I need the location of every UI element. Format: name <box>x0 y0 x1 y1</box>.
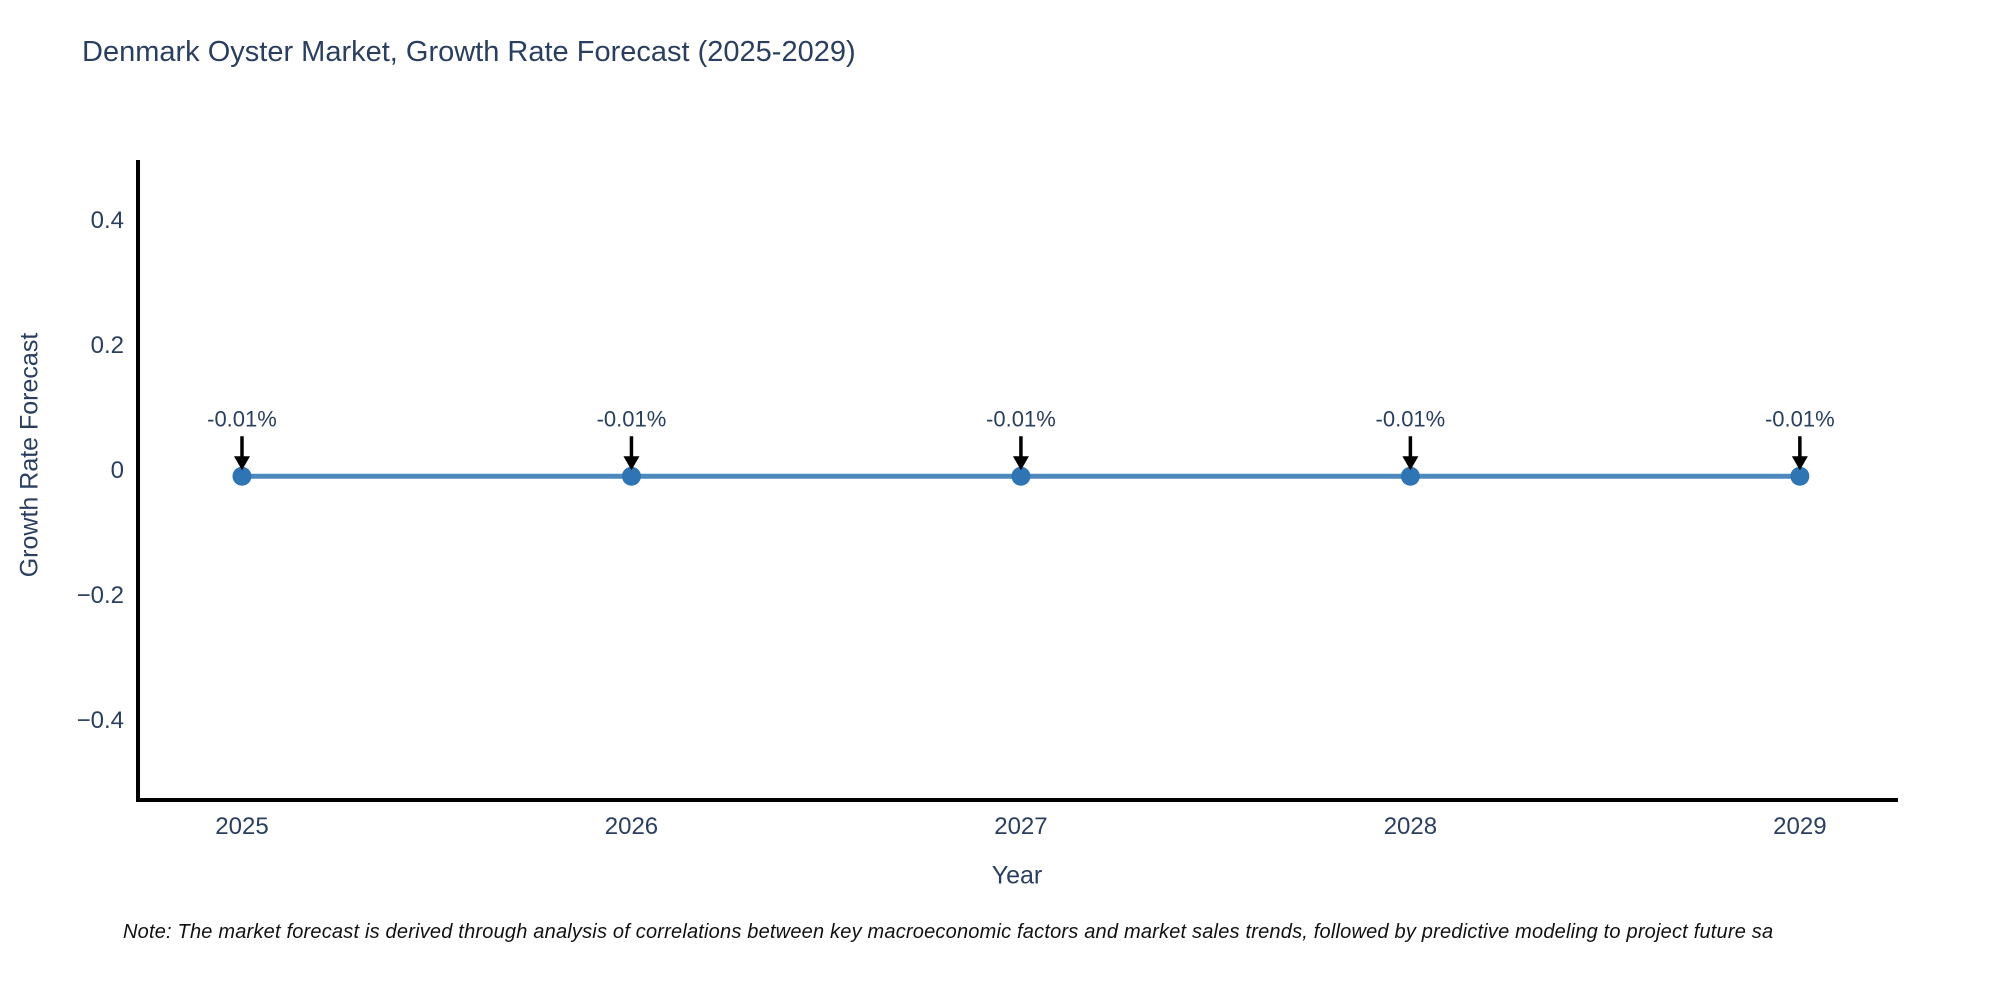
annotation-label: -0.01% <box>986 406 1056 431</box>
x-axis-title: Year <box>991 861 1043 890</box>
annotation-label: -0.01% <box>1765 406 1835 431</box>
chart-title: Denmark Oyster Market, Growth Rate Forec… <box>82 36 856 68</box>
annotation-label: -0.01% <box>207 406 277 431</box>
annotation-arrow-head <box>1012 456 1029 471</box>
y-tick-label: 0.2 <box>91 332 124 359</box>
annotation-arrow-head <box>1791 456 1808 471</box>
annotation-label: -0.01% <box>597 406 667 431</box>
footnote: Note: The market forecast is derived thr… <box>123 921 1774 943</box>
x-tick-label: 2029 <box>1773 813 1826 840</box>
y-tick-label: 0 <box>111 457 124 484</box>
y-tick-label: 0.4 <box>91 207 124 234</box>
x-tick-label: 2027 <box>994 813 1047 840</box>
data-point-marker <box>232 466 252 486</box>
y-tick-label: −0.4 <box>77 707 124 734</box>
x-tick-label: 2025 <box>215 813 268 840</box>
data-point-marker <box>1011 466 1031 486</box>
annotation-arrow-head <box>623 456 640 471</box>
y-tick-label: −0.2 <box>77 582 124 609</box>
annotation-arrow-head <box>1402 456 1419 471</box>
data-point-marker <box>1400 466 1420 486</box>
x-tick-label: 2026 <box>605 813 658 840</box>
x-tick-label: 2028 <box>1384 813 1437 840</box>
data-point-marker <box>1790 466 1810 486</box>
data-point-marker <box>621 466 641 486</box>
annotation-label: -0.01% <box>1376 406 1446 431</box>
annotation-arrow-head <box>233 456 250 471</box>
